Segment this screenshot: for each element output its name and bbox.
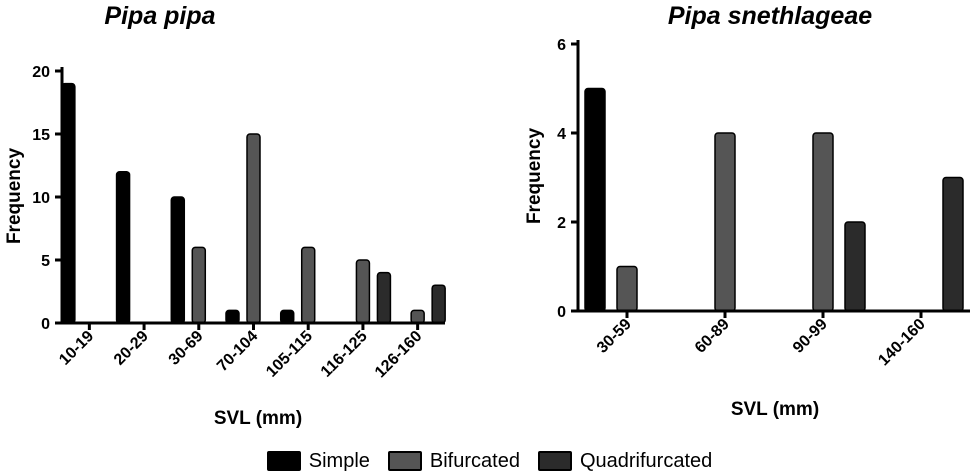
legend-label-quadrifurcated: Quadrifurcated	[579, 449, 713, 472]
chart-title-pipa-snethlageae: Pipa snethlageae	[668, 2, 872, 30]
bar-quadrifurcated-126-160	[431, 284, 446, 324]
legend-swatch-bifurcated	[387, 451, 422, 471]
legend-label-bifurcated: Bifurcated	[429, 449, 520, 472]
plot-area-pipa-pipa: 0 5 10 15 20 10-19 20-29 30-69 70-104 105-115 116-…	[32, 64, 446, 382]
x-tick-label-90-99: 90-99	[790, 316, 831, 357]
y-tick-label: 10	[32, 190, 50, 207]
y-tick-label: 20	[32, 64, 50, 81]
bar-quadrifurcated-140-160	[942, 176, 964, 312]
bar-simple-105-115	[279, 309, 295, 324]
plot-area-pipa-snethlageae: 0 2 4 6 30-59 60-89 90-99 140-160	[557, 37, 970, 369]
bar-bifurcated-70-104	[246, 133, 261, 324]
bar-quadrifurcated-116-125	[376, 271, 392, 324]
legend-item-quadrifurcated: Quadrifurcated	[537, 449, 713, 473]
legend-label-simple: Simple	[308, 449, 370, 472]
y-tick-label: 0	[557, 304, 566, 321]
x-tick-label-20-29: 20-29	[111, 328, 152, 369]
bar-simple-30-59	[584, 87, 606, 312]
x-tick-label-105-115: 105-115	[263, 328, 316, 381]
y-axis-label-pipa-snethlageae: Frequency	[524, 128, 545, 225]
bar-bifurcated-90-99	[812, 132, 834, 312]
bar-simple-30-69	[170, 196, 186, 324]
bar-bifurcated-116-125	[355, 259, 371, 324]
chart-pipa-pipa: Pipa pipa Frequency SVL (mm) 0 5 10 15 20 10-…	[4, 2, 446, 429]
bar-simple-70-104	[225, 309, 240, 324]
y-tick-label: 4	[557, 126, 566, 143]
x-tick-label-10-19: 10-19	[56, 328, 97, 369]
bar-bifurcated-30-69	[191, 246, 207, 324]
bar-quadrifurcated-90-99	[844, 221, 866, 312]
x-tick-label-116-125: 116-125	[318, 328, 371, 381]
chart-title-pipa-pipa: Pipa pipa	[104, 2, 215, 30]
x-tick-label-70-104: 70-104	[214, 328, 261, 375]
bar-bifurcated-105-115	[300, 246, 316, 324]
y-tick-label: 2	[557, 215, 566, 232]
bar-bifurcated-126-160	[410, 309, 425, 324]
bar-simple-10-19	[61, 82, 76, 324]
bar-simple-20-29	[115, 171, 131, 324]
legend-swatch-simple	[266, 451, 301, 471]
bar-bifurcated-60-89	[714, 132, 736, 312]
x-tick-label-126-160: 126-160	[372, 328, 426, 382]
legend-swatch-quadrifurcated	[537, 451, 572, 471]
x-tick-label-30-69: 30-69	[166, 328, 207, 369]
y-tick-label: 0	[41, 316, 50, 333]
legend: Simple Bifurcated Quadrifurcated	[0, 448, 979, 474]
x-tick-label-140-160: 140-160	[875, 316, 929, 370]
x-tick-label-60-89: 60-89	[692, 316, 733, 357]
y-axis-label-pipa-pipa: Frequency	[4, 148, 25, 245]
x-axis-label-pipa-pipa: SVL (mm)	[214, 408, 302, 429]
x-axis-label-pipa-snethlageae: SVL (mm)	[731, 399, 819, 420]
y-tick-label: 5	[41, 253, 50, 270]
x-tick-label-30-59: 30-59	[594, 316, 635, 357]
bar-bifurcated-30-59	[616, 265, 638, 312]
y-tick-label: 15	[32, 127, 50, 144]
legend-item-simple: Simple	[266, 449, 370, 473]
chart-pipa-snethlageae: Pipa snethlageae Frequency SVL (mm) 0 2 4 6…	[524, 2, 970, 420]
y-tick-label: 6	[557, 37, 566, 54]
legend-item-bifurcated: Bifurcated	[387, 449, 520, 473]
